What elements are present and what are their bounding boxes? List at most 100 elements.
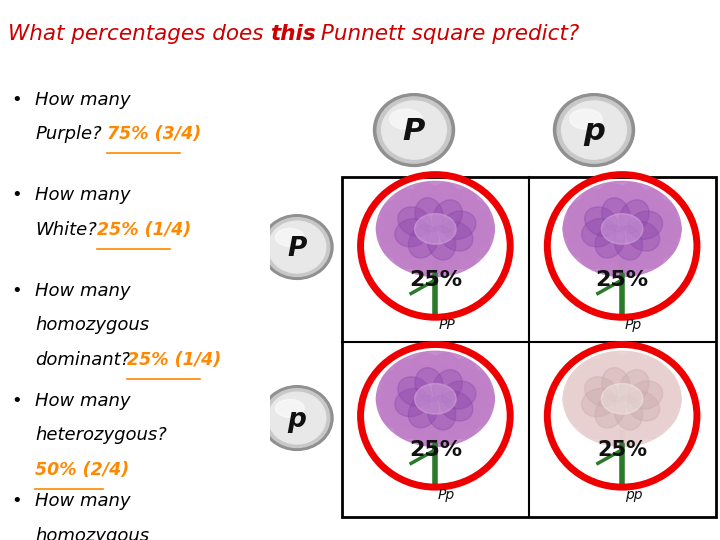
- Ellipse shape: [398, 207, 431, 237]
- Ellipse shape: [562, 101, 626, 159]
- Ellipse shape: [612, 399, 649, 444]
- Ellipse shape: [580, 396, 620, 438]
- Ellipse shape: [619, 370, 649, 403]
- Ellipse shape: [567, 200, 612, 238]
- Ellipse shape: [595, 225, 625, 258]
- Ellipse shape: [408, 395, 438, 428]
- Ellipse shape: [415, 214, 456, 244]
- Text: How many: How many: [35, 282, 130, 300]
- Text: P: P: [287, 235, 307, 262]
- Ellipse shape: [377, 211, 422, 247]
- Ellipse shape: [276, 228, 304, 246]
- Ellipse shape: [446, 390, 490, 428]
- Ellipse shape: [595, 399, 632, 444]
- Ellipse shape: [582, 388, 616, 417]
- Ellipse shape: [393, 190, 433, 232]
- Text: 25% (1/4): 25% (1/4): [127, 351, 222, 369]
- Ellipse shape: [395, 388, 429, 417]
- Ellipse shape: [612, 229, 649, 274]
- Text: Punnett square predict?: Punnett square predict?: [314, 24, 580, 44]
- Ellipse shape: [395, 219, 429, 247]
- Ellipse shape: [393, 226, 433, 268]
- Ellipse shape: [629, 381, 662, 409]
- Ellipse shape: [446, 369, 490, 408]
- Ellipse shape: [580, 359, 620, 402]
- Ellipse shape: [595, 184, 632, 229]
- Ellipse shape: [440, 392, 473, 421]
- Text: •: •: [11, 282, 22, 300]
- Text: pp: pp: [625, 488, 642, 502]
- Ellipse shape: [635, 211, 681, 247]
- Ellipse shape: [624, 396, 665, 438]
- Ellipse shape: [428, 396, 456, 430]
- Ellipse shape: [438, 396, 478, 438]
- Text: How many: How many: [35, 392, 130, 410]
- Ellipse shape: [601, 383, 643, 414]
- Ellipse shape: [408, 225, 438, 258]
- Ellipse shape: [381, 390, 425, 428]
- Ellipse shape: [446, 220, 490, 258]
- Ellipse shape: [382, 101, 446, 159]
- Text: 25%: 25%: [409, 440, 462, 460]
- Ellipse shape: [629, 211, 662, 239]
- Ellipse shape: [377, 352, 494, 447]
- Ellipse shape: [264, 218, 330, 276]
- Ellipse shape: [409, 399, 446, 444]
- Ellipse shape: [433, 370, 462, 403]
- Ellipse shape: [440, 221, 473, 251]
- Text: dominant?: dominant?: [35, 351, 130, 369]
- Text: How many: How many: [35, 91, 130, 109]
- Text: 25%: 25%: [597, 440, 647, 460]
- Text: How many: How many: [35, 492, 130, 510]
- Text: What percentages does: What percentages does: [8, 24, 271, 44]
- Ellipse shape: [268, 392, 325, 444]
- Text: •: •: [11, 492, 22, 510]
- Ellipse shape: [409, 184, 446, 229]
- Ellipse shape: [425, 399, 462, 444]
- Ellipse shape: [614, 226, 642, 260]
- Ellipse shape: [449, 211, 495, 247]
- Ellipse shape: [602, 198, 630, 232]
- Ellipse shape: [377, 97, 451, 163]
- Ellipse shape: [595, 353, 632, 399]
- Ellipse shape: [374, 93, 454, 166]
- Text: White?: White?: [35, 221, 97, 239]
- Ellipse shape: [585, 207, 618, 237]
- Ellipse shape: [441, 381, 476, 409]
- Ellipse shape: [393, 396, 433, 438]
- Text: How many: How many: [35, 186, 130, 204]
- Text: Pp: Pp: [625, 318, 642, 332]
- Text: Purple?: Purple?: [35, 125, 102, 143]
- Ellipse shape: [415, 383, 456, 414]
- Text: this: this: [270, 24, 315, 44]
- Ellipse shape: [580, 226, 620, 268]
- Ellipse shape: [595, 229, 632, 274]
- Ellipse shape: [601, 214, 643, 244]
- Ellipse shape: [425, 184, 462, 229]
- Text: •: •: [11, 91, 22, 109]
- Text: 75% (3/4): 75% (3/4): [107, 125, 201, 143]
- Ellipse shape: [381, 220, 425, 258]
- Ellipse shape: [563, 211, 609, 247]
- Ellipse shape: [415, 198, 444, 232]
- Ellipse shape: [602, 368, 630, 402]
- Text: •: •: [11, 392, 22, 410]
- Ellipse shape: [624, 226, 665, 268]
- Ellipse shape: [261, 386, 333, 450]
- Text: p: p: [583, 117, 605, 146]
- Text: p: p: [287, 407, 307, 433]
- Ellipse shape: [614, 396, 642, 430]
- Text: Pp: Pp: [438, 488, 455, 502]
- Ellipse shape: [438, 226, 478, 268]
- Ellipse shape: [377, 181, 494, 276]
- Ellipse shape: [567, 220, 612, 258]
- Ellipse shape: [409, 229, 446, 274]
- Ellipse shape: [624, 190, 665, 232]
- Ellipse shape: [567, 369, 612, 408]
- Text: homozygous: homozygous: [35, 526, 149, 540]
- Ellipse shape: [446, 200, 490, 238]
- Ellipse shape: [619, 200, 649, 233]
- Ellipse shape: [580, 190, 620, 232]
- Ellipse shape: [554, 93, 634, 166]
- Ellipse shape: [438, 190, 478, 232]
